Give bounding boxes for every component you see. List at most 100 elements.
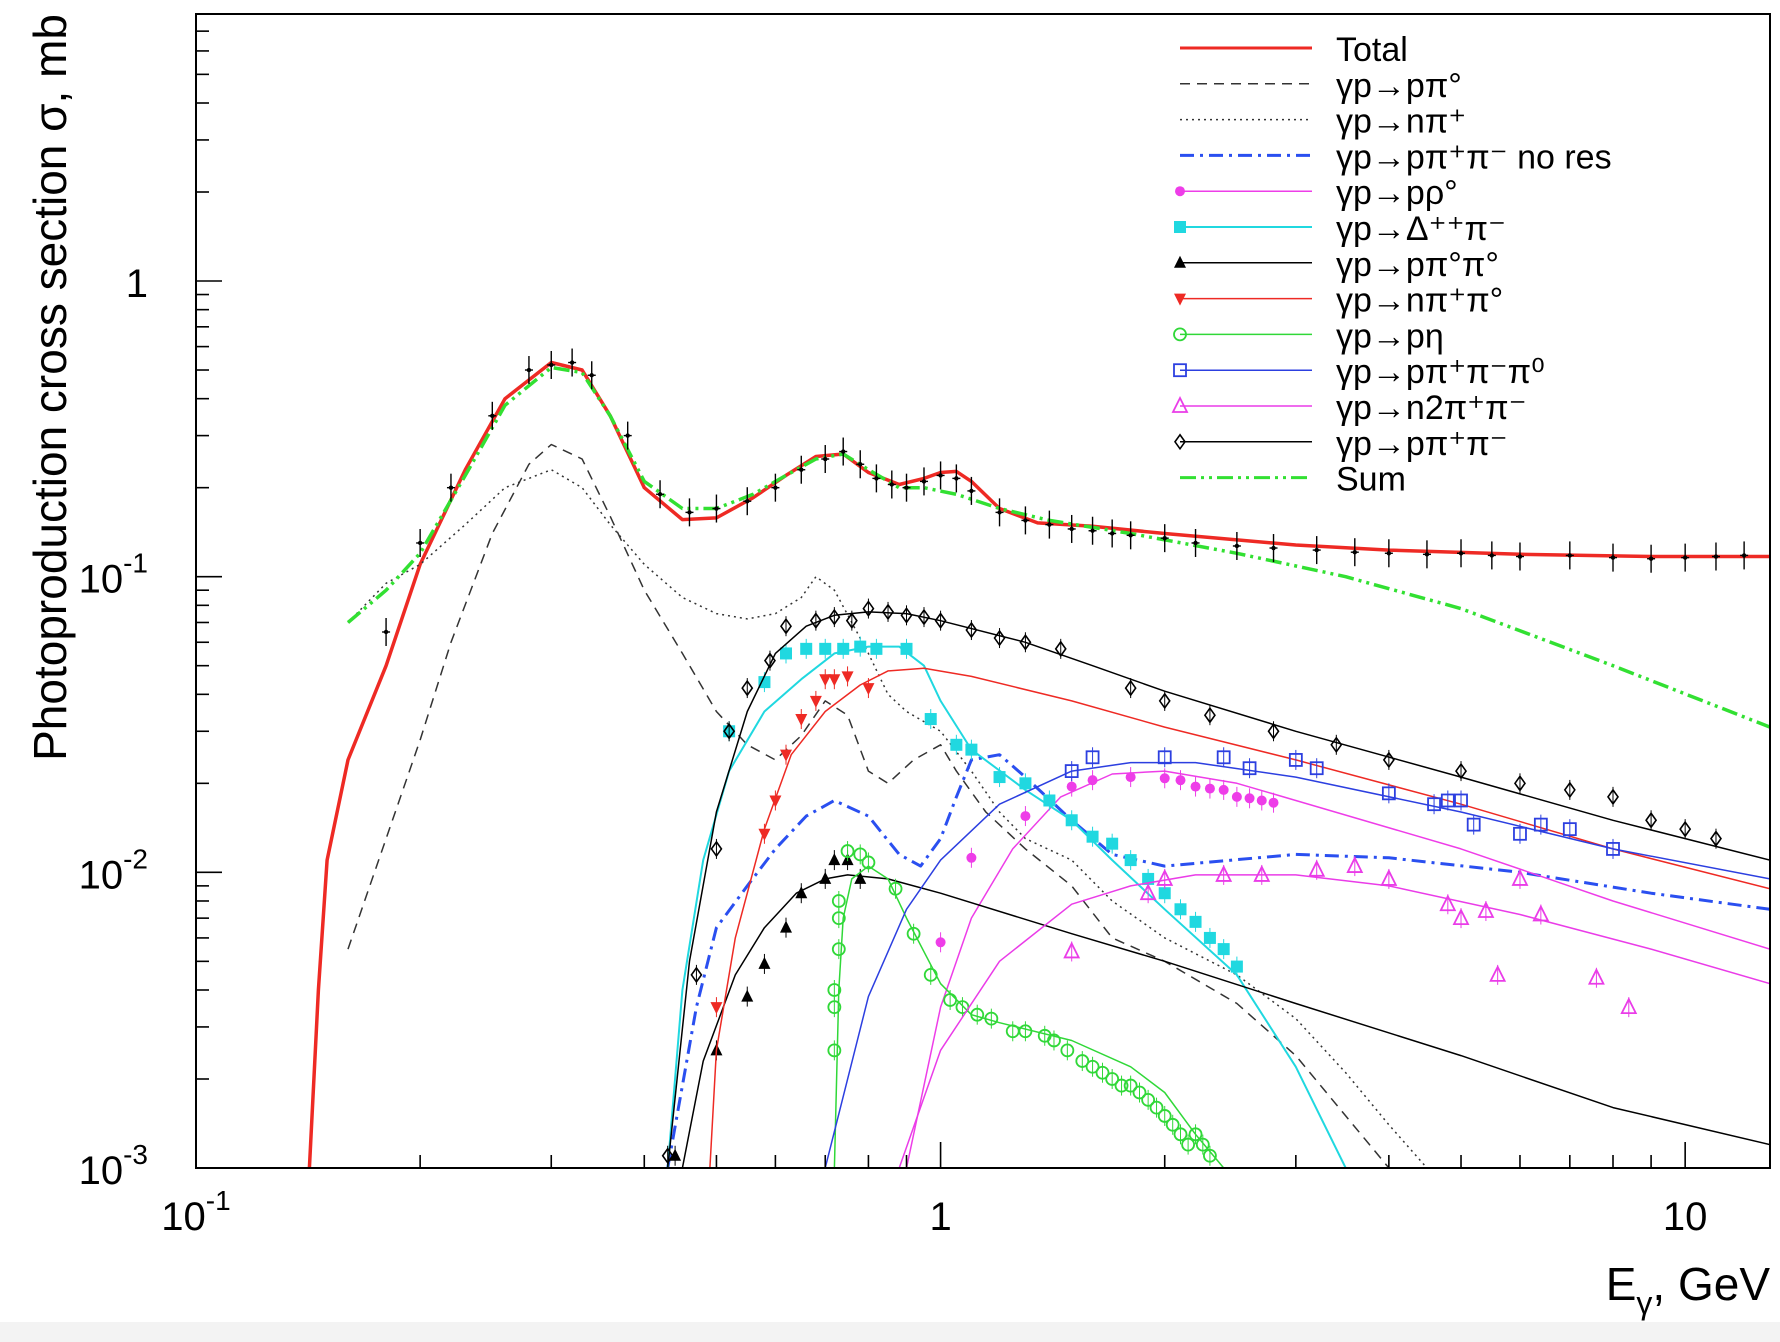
y-tick-exponent: -3 (123, 1139, 148, 1170)
point-ppipi-26 (1513, 774, 1526, 792)
point-ppipi-1 (690, 966, 703, 984)
point-total_data-47 (1713, 554, 1719, 559)
point-total_data-8 (625, 433, 630, 438)
legend-item-prho: γp→pρ° (1175, 174, 1458, 212)
legend-item-sum: Sum (1180, 461, 1406, 499)
point-ppipi-9 (845, 612, 858, 630)
axis-ticks (195, 13, 1686, 1169)
point-delta-18 (1124, 854, 1137, 867)
point-delta-10 (950, 738, 963, 751)
point-peta-11 (923, 967, 938, 982)
point-ppi0pi0-9 (854, 871, 867, 884)
point-ppipi-13 (918, 608, 930, 626)
x-tick-base: 1 (929, 1195, 951, 1239)
point-n2pi-13 (1489, 964, 1507, 982)
point-ppipi-2 (710, 840, 723, 858)
legend-item-npip: γp→nπ⁺ (1180, 103, 1466, 141)
legend-marker-ppipi (1174, 433, 1186, 451)
x-tick-exponent: -1 (206, 1185, 231, 1216)
point-total_data-17 (858, 462, 863, 467)
point-prho-4 (1087, 775, 1098, 786)
point-ppipi-22 (1267, 722, 1280, 740)
point-total_data-33 (1193, 540, 1198, 546)
point-delta-4 (819, 642, 832, 655)
point-ppipi-19 (1124, 679, 1137, 697)
point-peta-28 (1141, 1092, 1156, 1107)
point-ppi0pi0-3 (758, 956, 771, 969)
point-n2pi-5 (1308, 859, 1326, 877)
point-npippi0-4 (795, 714, 808, 727)
point-ppipi-30 (1679, 820, 1692, 838)
point-ppipipi0-14 (1562, 822, 1577, 837)
point-total_data-19 (889, 482, 895, 487)
point-peta-14 (970, 1007, 985, 1022)
legend-item-peta: γp→pη (1173, 317, 1444, 355)
point-total_data-29 (1090, 528, 1095, 533)
point-peta-27 (1132, 1085, 1147, 1100)
point-npippi0-8 (841, 671, 854, 684)
x-axis-label-rest: , GeV (1652, 1258, 1770, 1310)
point-n2pi-4 (1253, 864, 1271, 882)
legend-marker-ppi0pi0 (1174, 255, 1186, 268)
point-n2pi-6 (1346, 856, 1364, 873)
point-delta-6 (854, 640, 867, 653)
point-delta-2 (779, 647, 792, 660)
series-pipi_nores (666, 753, 1770, 1168)
point-total_data-15 (823, 456, 828, 462)
point-peta-6 (840, 844, 855, 858)
series-line-total (307, 360, 1770, 1168)
point-ppipipi0-13 (1533, 817, 1548, 832)
legend-item-ppi0: γp→pπ° (1180, 67, 1462, 105)
point-total_data-32 (1162, 535, 1167, 541)
y-tick-exponent: -1 (123, 548, 148, 579)
point-npippi0-3 (779, 749, 792, 762)
x-tick-base: 10 (1663, 1195, 1708, 1239)
point-peta-7 (853, 847, 868, 862)
point-total_data-23 (954, 476, 959, 481)
point-n2pi-12 (1532, 904, 1550, 922)
point-ppipipi0-10 (1454, 793, 1468, 808)
x-axis-label-main: E (1606, 1258, 1637, 1310)
point-ppipipi0-11 (1466, 817, 1481, 832)
point-ppipi-7 (809, 612, 822, 630)
point-ppipi-4 (741, 679, 754, 697)
point-peta-33 (1181, 1137, 1196, 1152)
point-ppipi-28 (1607, 788, 1619, 806)
point-ppipi-16 (993, 629, 1006, 647)
legend-marker-delta (1174, 221, 1186, 233)
point-peta-35 (1195, 1137, 1210, 1152)
point-peta-5 (831, 894, 846, 908)
legend-label-pipi_nores: γp→pπ⁺π⁻ no res (1336, 138, 1612, 176)
point-delta-16 (1086, 830, 1099, 843)
point-total_data-43 (1567, 553, 1573, 558)
point-n2pi-2 (1156, 868, 1174, 886)
point-ppipi-6 (780, 617, 792, 635)
legend-label-ppipipi0: γp→pπ⁺π⁻π⁰ (1336, 353, 1545, 391)
point-delta-8 (900, 642, 913, 655)
y-tick-base: 1 (126, 262, 148, 306)
point-ppipi-20 (1158, 692, 1171, 710)
point-peta-10 (906, 926, 921, 941)
series-npippi0 (709, 666, 1770, 1168)
series-total_data (382, 348, 1749, 646)
point-n2pi-3 (1215, 864, 1233, 882)
point-prho-5 (1125, 772, 1136, 783)
point-npippi0-5 (809, 695, 822, 708)
y-tick-base: 10 (79, 558, 124, 602)
point-peta-4 (831, 911, 846, 926)
x-tick-base: 10 (161, 1195, 206, 1239)
point-delta-21 (1174, 903, 1187, 916)
point-peta-24 (1105, 1072, 1120, 1086)
point-total_data-24 (969, 488, 974, 494)
y-tick-label: 10-2 (79, 843, 148, 897)
point-peta-36 (1203, 1148, 1217, 1163)
point-ppipi-24 (1382, 751, 1395, 769)
series-line-sum (346, 365, 1770, 729)
legend-label-npip: γp→nπ⁺ (1336, 103, 1466, 141)
series-sum (346, 365, 1770, 729)
point-delta-23 (1203, 931, 1216, 944)
series-line-n2pi (898, 874, 1770, 1168)
point-delta-11 (965, 743, 978, 756)
legend-marker-peta (1173, 327, 1187, 342)
